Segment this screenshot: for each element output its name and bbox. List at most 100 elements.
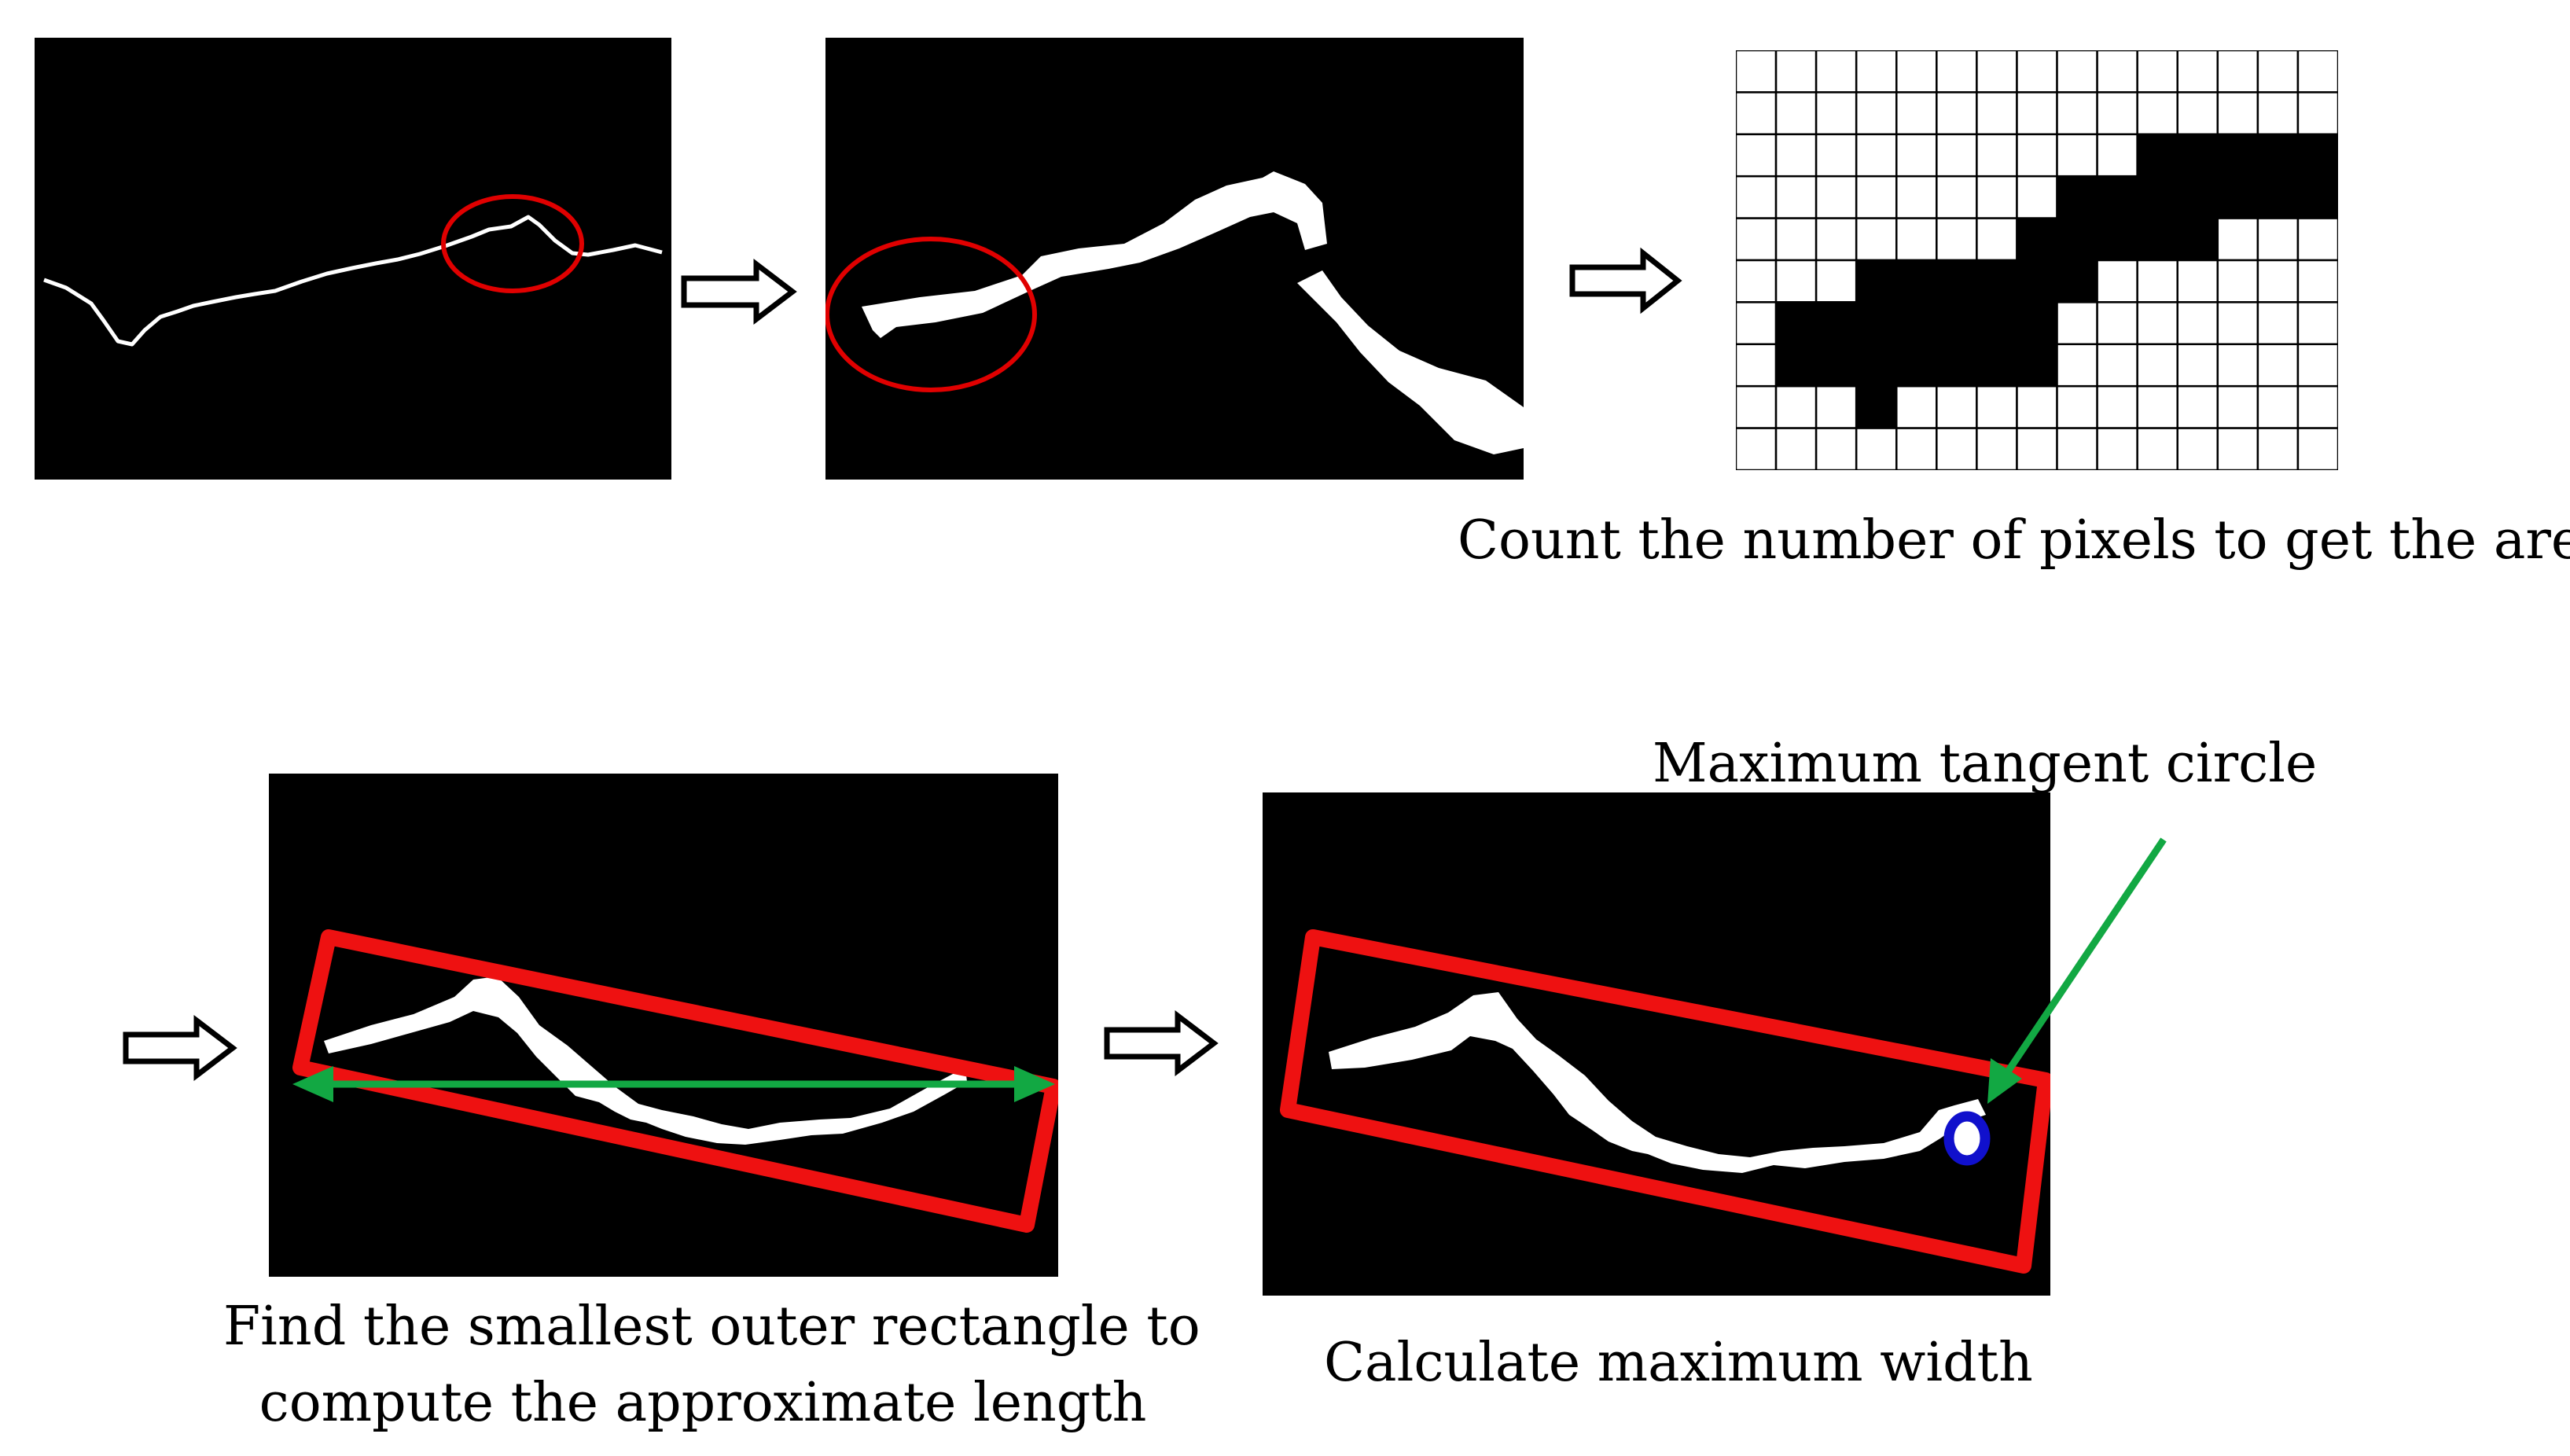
crack-pixel [1895, 259, 1938, 303]
background-pixel [1814, 384, 1858, 429]
background-pixel [2136, 343, 2178, 388]
background-pixel [2056, 133, 2098, 178]
crack-overview-image [35, 38, 671, 480]
background-pixel [2136, 91, 2178, 136]
background-pixel [1736, 50, 1778, 94]
background-pixel [2176, 301, 2219, 346]
background-pixel [2056, 384, 2098, 429]
arrow-right-icon [123, 1014, 237, 1082]
region-of-interest-circle [825, 237, 1037, 392]
background-pixel [2016, 133, 2058, 178]
background-pixel [2136, 384, 2178, 429]
background-pixel [2136, 50, 2178, 94]
background-pixel [1736, 91, 1778, 136]
crack-pixel [2096, 217, 2138, 262]
width-caption: Calculate maximum width [1324, 1332, 2033, 1394]
background-pixel [1774, 133, 1818, 178]
arrow-right-icon [1569, 247, 1682, 314]
crack-pixel [1976, 343, 2018, 388]
background-pixel [2056, 427, 2098, 470]
background-pixel [1736, 301, 1778, 346]
crack-pixel [1855, 343, 1898, 388]
background-pixel [2216, 259, 2259, 303]
background-pixel [1855, 217, 1898, 262]
crack-pixel [1814, 301, 1858, 346]
background-pixel [2056, 50, 2098, 94]
background-pixel [1936, 217, 1978, 262]
background-pixel [1936, 50, 1978, 94]
region-of-interest-circle [441, 194, 584, 293]
background-pixel [2216, 50, 2259, 94]
background-pixel [2056, 301, 2098, 346]
crack-tail-zoomed [1297, 270, 1524, 454]
crack-pixel [1855, 301, 1898, 346]
background-pixel [1736, 217, 1778, 262]
background-pixel [2216, 427, 2259, 470]
background-pixel [1774, 217, 1818, 262]
background-pixel [2296, 259, 2338, 303]
crack-trace [324, 976, 967, 1145]
background-pixel [2096, 133, 2138, 178]
background-pixel [1814, 133, 1858, 178]
crack-pixel [2176, 175, 2219, 219]
background-pixel [2256, 427, 2300, 470]
arrow-right-icon [1104, 1009, 1219, 1077]
background-pixel [1976, 133, 2018, 178]
crack-trace [43, 215, 663, 347]
background-pixel [2256, 384, 2300, 429]
background-pixel [2216, 343, 2259, 388]
tangent-circle-caption: Maximum tangent circle [1653, 733, 2318, 795]
background-pixel [1895, 91, 1938, 136]
background-pixel [1736, 384, 1778, 429]
background-pixel [2296, 343, 2338, 388]
background-pixel [2096, 343, 2138, 388]
background-pixel [2256, 343, 2300, 388]
background-pixel [1736, 343, 1778, 388]
background-pixel [2096, 384, 2138, 429]
crack-pixel [1814, 343, 1858, 388]
background-pixel [2176, 50, 2219, 94]
background-pixel [2256, 301, 2300, 346]
background-pixel [2216, 301, 2259, 346]
background-pixel [2256, 217, 2300, 262]
crack-pixel [2176, 133, 2219, 178]
crack-zoom-image [825, 38, 1524, 480]
background-pixel [2296, 217, 2338, 262]
background-pixel [1855, 427, 1898, 470]
background-pixel [2136, 427, 2178, 470]
crack-pixel [2016, 343, 2058, 388]
background-pixel [2056, 343, 2098, 388]
background-pixel [1895, 384, 1938, 429]
background-pixel [1895, 175, 1938, 219]
background-pixel [1895, 427, 1938, 470]
background-pixel [1814, 427, 1858, 470]
background-pixel [2016, 384, 2058, 429]
crack-width-image [1263, 792, 2050, 1296]
length-caption: Find the smallest outer rectangle to com… [223, 1289, 1200, 1441]
background-pixel [2296, 427, 2338, 470]
background-pixel [2176, 91, 2219, 136]
background-pixel [1774, 91, 1818, 136]
background-pixel [2096, 301, 2138, 346]
crack-pixel [2016, 259, 2058, 303]
background-pixel [1855, 50, 1898, 94]
background-pixel [1736, 259, 1778, 303]
area-caption: Count the number of pixels to get the ar… [1458, 509, 2570, 572]
length-caption-line-2: compute the approximate length [259, 1371, 1147, 1434]
crack-pixel [1936, 301, 1978, 346]
crack-pixel [2136, 217, 2178, 262]
crack-pixel [2176, 217, 2219, 262]
background-pixel [2216, 217, 2259, 262]
background-pixel [1976, 427, 2018, 470]
background-pixel [1774, 50, 1818, 94]
background-pixel [2016, 50, 2058, 94]
background-pixel [2296, 50, 2338, 94]
crack-pixel [2096, 175, 2138, 219]
background-pixel [2296, 384, 2338, 429]
background-pixel [2016, 427, 2058, 470]
background-pixel [1774, 427, 1818, 470]
background-pixel [2176, 427, 2219, 470]
background-pixel [2256, 91, 2300, 136]
crack-pixel [2296, 133, 2338, 178]
background-pixel [2016, 175, 2058, 219]
